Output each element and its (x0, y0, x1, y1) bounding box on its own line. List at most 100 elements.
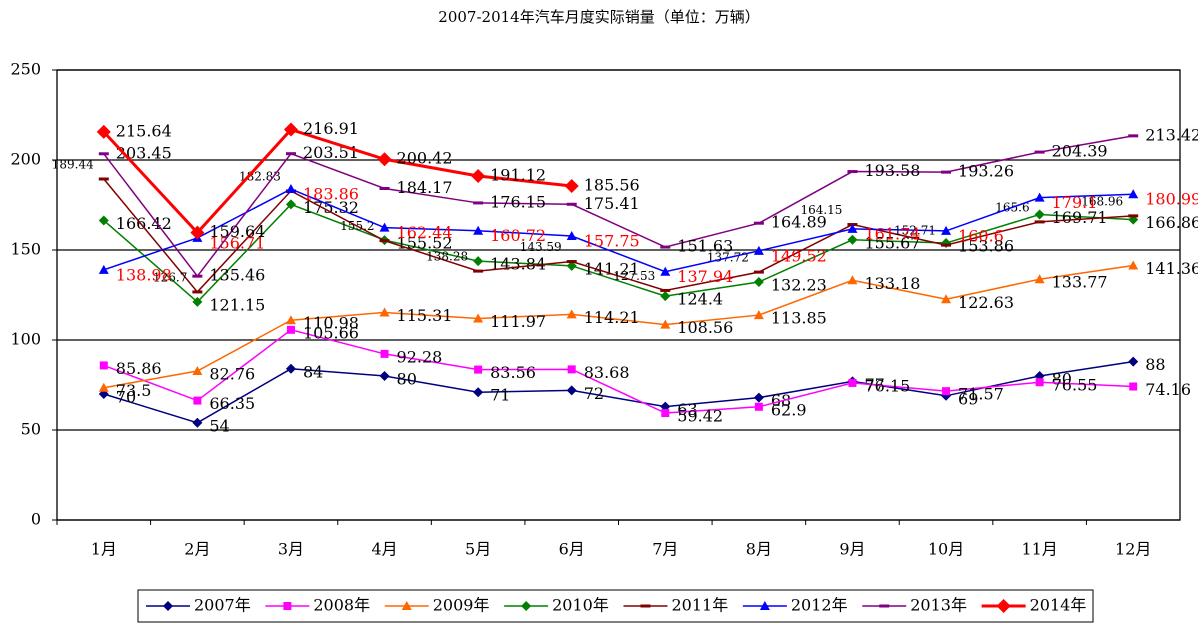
marker (192, 417, 203, 428)
x-tick-label: 6月 (559, 540, 585, 559)
marker (192, 366, 203, 376)
data-label: 137.94 (677, 267, 733, 286)
x-tick-label: 11月 (1021, 540, 1057, 559)
data-label: 155.52 (397, 234, 453, 253)
y-tick-label: 100 (10, 330, 41, 349)
data-label: 160.6 (958, 226, 1004, 245)
data-label: 200.42 (397, 149, 453, 168)
data-label: 83.68 (584, 363, 630, 382)
x-tick-label: 7月 (652, 540, 678, 559)
data-label: 105.66 (303, 323, 359, 342)
data-label: 132.23 (771, 275, 827, 294)
marker (379, 222, 390, 232)
marker (283, 602, 292, 610)
series-line (103, 178, 1134, 294)
data-label: 83.56 (490, 363, 536, 382)
marker (941, 170, 952, 174)
data-label: 156.71 (209, 233, 265, 252)
marker (98, 215, 109, 226)
data-label: 135.46 (209, 266, 265, 285)
marker (941, 225, 952, 235)
marker (379, 371, 390, 381)
data-label: 70 (116, 388, 136, 407)
x-tick-label: 2月 (184, 540, 210, 559)
marker (640, 604, 651, 608)
marker (193, 396, 202, 405)
data-label: 76.55 (1052, 376, 1098, 395)
marker (566, 385, 577, 396)
marker (379, 239, 390, 243)
marker (1128, 189, 1139, 199)
marker (1034, 220, 1045, 224)
marker (996, 599, 1011, 613)
marker (754, 402, 763, 411)
data-label: 203.45 (116, 143, 172, 162)
marker (377, 152, 392, 167)
data-label: 160.72 (490, 226, 546, 245)
marker (473, 256, 484, 267)
marker (753, 270, 764, 274)
legend-label: 2013年 (910, 596, 967, 615)
marker (759, 601, 770, 610)
data-label: 76.15 (864, 376, 910, 395)
data-label: 184.17 (397, 178, 453, 197)
marker (753, 221, 764, 225)
data-label: 175.32 (303, 198, 359, 217)
marker (566, 202, 577, 206)
data-label: 168.96 (1081, 194, 1123, 208)
data-label: 85.86 (116, 359, 162, 378)
data-label: 141.36 (1145, 259, 1198, 278)
data-label: 143.59 (520, 240, 562, 254)
legend-label: 2012年 (791, 596, 848, 615)
marker (1034, 192, 1045, 202)
marker (99, 361, 108, 370)
data-label: 189.44 (52, 158, 94, 172)
x-tick-label: 8月 (746, 540, 772, 559)
marker (879, 604, 890, 608)
data-label: 88 (1145, 355, 1165, 374)
marker (848, 378, 857, 387)
data-label: 215.64 (116, 121, 172, 140)
data-label: 82.76 (209, 365, 255, 384)
data-label: 73.5 (116, 381, 152, 400)
data-label: 166.86 (1145, 213, 1198, 232)
marker (564, 178, 579, 193)
data-label: 69 (958, 389, 978, 408)
y-tick-label: 250 (10, 60, 41, 79)
marker (473, 269, 484, 273)
marker (283, 122, 298, 137)
marker (286, 325, 295, 334)
marker (163, 601, 173, 611)
marker (379, 186, 390, 190)
marker (566, 231, 577, 241)
marker (660, 291, 671, 302)
marker (190, 225, 205, 240)
data-label: 115.31 (397, 306, 453, 325)
data-label: 216.91 (303, 119, 359, 138)
data-label: 159.64 (209, 222, 265, 241)
data-label: 122.63 (958, 293, 1014, 312)
data-label: 143.84 (490, 255, 546, 274)
marker (379, 307, 390, 317)
marker (401, 601, 412, 610)
marker (1128, 356, 1139, 367)
data-label: 80 (397, 370, 417, 389)
marker (285, 184, 296, 194)
series-line (103, 264, 1134, 389)
marker (847, 170, 858, 174)
marker (474, 365, 483, 374)
x-tick-label: 4月 (371, 540, 397, 559)
data-label: 72 (584, 384, 604, 403)
marker (471, 168, 486, 183)
marker (98, 382, 109, 392)
data-label: 124.4 (677, 290, 723, 309)
marker (660, 245, 671, 249)
x-tick-label: 9月 (839, 540, 865, 559)
data-label: 179.1 (1052, 193, 1098, 212)
marker (660, 319, 671, 329)
marker (1128, 214, 1139, 218)
marker (473, 387, 484, 398)
data-label: 193.58 (864, 161, 920, 180)
data-label: 126.7 (153, 270, 187, 284)
